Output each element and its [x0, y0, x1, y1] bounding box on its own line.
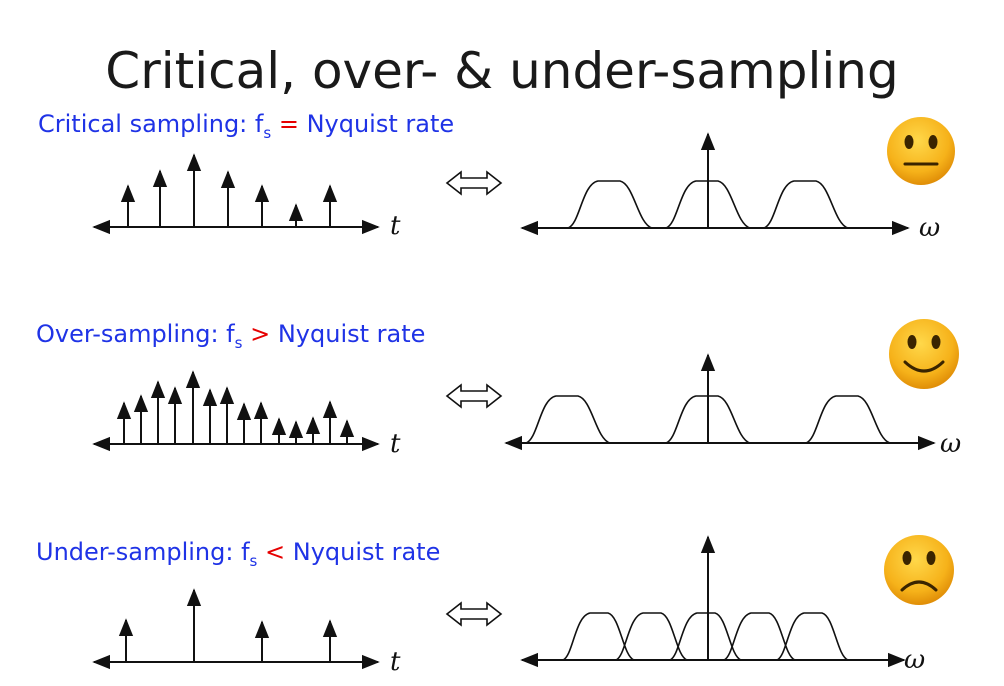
spectral-replica: [723, 612, 796, 661]
spectral-replica: [776, 612, 849, 661]
label-prefix: Under-sampling: f: [36, 538, 250, 566]
equivalence-arrow: [445, 383, 503, 409]
over-time-plot: [92, 370, 380, 452]
spectral-replica: [805, 395, 891, 444]
spectral-replica: [562, 612, 635, 661]
relation-symbol: =: [278, 110, 299, 138]
label-subscript: s: [234, 333, 243, 352]
label-subscript: s: [249, 551, 258, 570]
spectral-replica: [567, 180, 653, 229]
freq-axis-label: ω: [940, 429, 961, 459]
neutral-face-emoji: [887, 117, 955, 185]
frowning-face-emoji: [884, 535, 954, 605]
spectral-replica: [763, 180, 849, 229]
under-time-plot: [92, 588, 380, 670]
time-axis-label: t: [390, 429, 401, 459]
label-prefix: Over-sampling: f: [36, 320, 235, 348]
label-prefix: Critical sampling: f: [38, 110, 264, 138]
smiling-face-emoji: [889, 319, 959, 389]
equivalence-arrow: [445, 601, 503, 627]
under-spectrum-plot: [520, 535, 906, 668]
label-subscript: s: [263, 123, 272, 142]
relation-symbol: <: [265, 538, 286, 566]
label-suffix: Nyquist rate: [277, 320, 426, 348]
critical-sampling-label: Critical sampling: fs = Nyquist rate: [38, 110, 454, 142]
critical-time-plot: [92, 153, 380, 235]
relation-symbol: >: [250, 320, 271, 348]
time-axis-label: t: [390, 647, 401, 677]
over-sampling-label: Over-sampling: fs > Nyquist rate: [36, 320, 425, 352]
label-suffix: Nyquist rate: [306, 110, 455, 138]
over-spectrum-plot: [504, 353, 936, 451]
under-sampling-label: Under-sampling: fs < Nyquist rate: [36, 538, 440, 570]
spectral-replica: [665, 395, 751, 444]
critical-spectrum-plot: [520, 132, 910, 236]
page-title: Critical, over- & under-sampling: [105, 41, 899, 100]
spectral-replica: [665, 180, 751, 229]
spectral-replica: [525, 395, 611, 444]
time-axis-label: t: [390, 211, 401, 241]
freq-axis-label: ω: [904, 645, 925, 675]
label-suffix: Nyquist rate: [292, 538, 441, 566]
freq-axis-label: ω: [919, 213, 940, 243]
equivalence-arrow: [445, 170, 503, 196]
